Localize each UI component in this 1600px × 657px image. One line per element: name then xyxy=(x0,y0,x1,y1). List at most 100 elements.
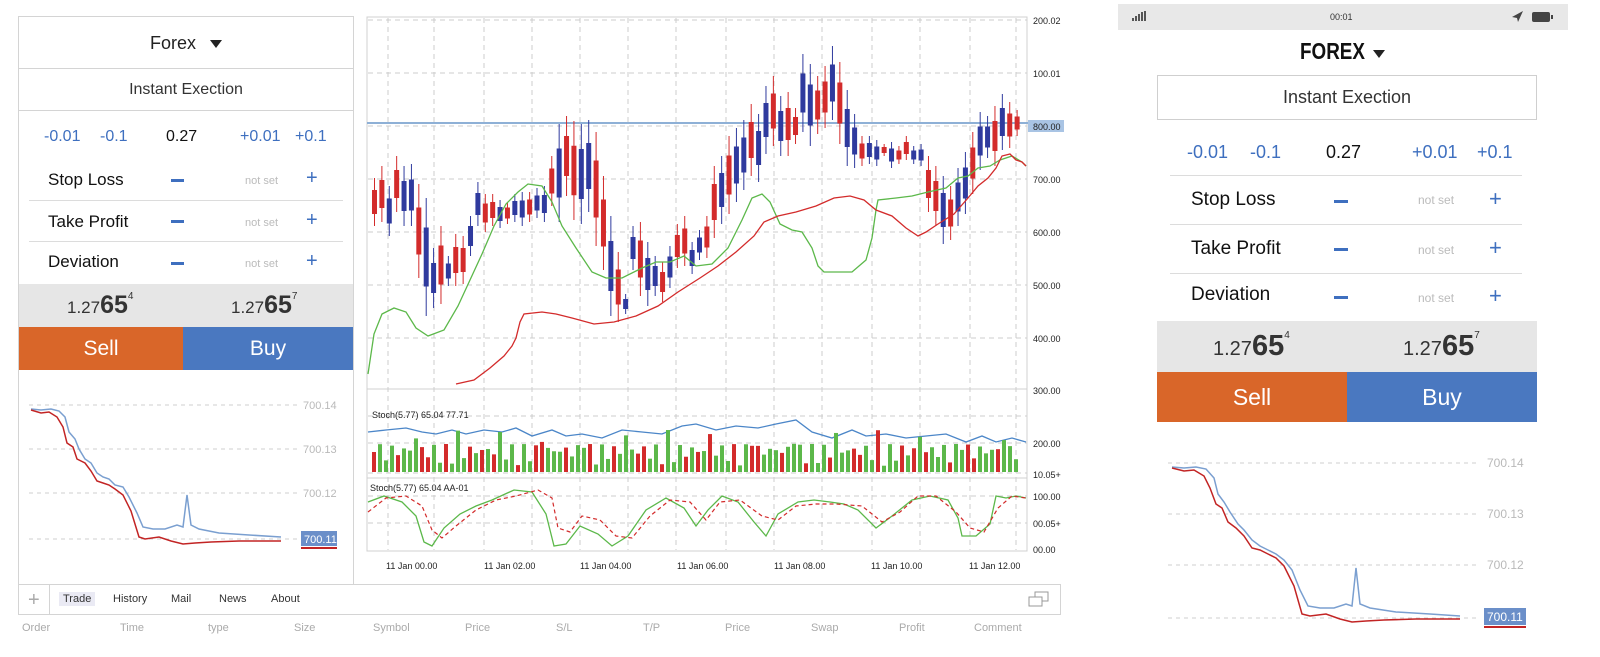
candle-body xyxy=(541,195,547,213)
column-header[interactable]: Order xyxy=(22,622,51,634)
volume-bar xyxy=(600,444,604,472)
phone-deviation-value[interactable]: not set xyxy=(1418,291,1455,305)
phone-mini-tick-label: 700.14 xyxy=(1487,456,1524,470)
column-header[interactable]: Swap xyxy=(811,622,839,634)
volume-bar xyxy=(648,458,652,472)
take-profit-minus-icon[interactable] xyxy=(171,220,184,223)
tab-history[interactable]: History xyxy=(113,593,148,605)
volume-bar xyxy=(702,451,706,472)
phone-deviation-label: Deviation xyxy=(1191,284,1271,305)
signal-icon xyxy=(1132,11,1146,21)
phone-volume-minus-01-button[interactable]: -0.1 xyxy=(1250,142,1282,162)
phone-stop-loss-plus-icon[interactable]: + xyxy=(1489,186,1502,211)
candles xyxy=(372,46,1020,322)
execution-type[interactable]: Instant Exection xyxy=(19,69,353,111)
volume-bar xyxy=(828,457,832,472)
stoch2-tick-label: 100.00 xyxy=(1033,492,1061,502)
toolbar-divider xyxy=(49,585,50,614)
tab-trade[interactable]: Trade xyxy=(59,592,96,606)
column-header[interactable]: Price xyxy=(465,622,491,634)
deviation-value[interactable]: not set xyxy=(245,258,279,270)
window-restore-icon[interactable] xyxy=(1027,591,1051,609)
phone-sell-button[interactable]: Sell xyxy=(1157,372,1347,422)
phone-volume-value[interactable]: 0.27 xyxy=(1326,142,1362,162)
phone-take-profit-minus-icon[interactable] xyxy=(1334,248,1348,251)
column-header[interactable]: Time xyxy=(120,622,145,634)
candlestick-chart[interactable]: 200.02 100.01 800.00 700.00 600.00 500.00 400.… xyxy=(366,16,1066,576)
phone-volume-plus-01-button[interactable]: +0.1 xyxy=(1477,142,1513,162)
volume-bar xyxy=(840,452,844,472)
column-header[interactable]: Price xyxy=(725,622,751,634)
volume-bar xyxy=(432,444,436,472)
phone-take-profit-plus-icon[interactable]: + xyxy=(1489,235,1502,260)
column-header[interactable]: T/P xyxy=(643,622,661,634)
column-header[interactable]: Profit xyxy=(899,622,925,634)
candle-body xyxy=(460,248,466,272)
price-band: 1.27654 1.27657 xyxy=(19,284,353,327)
price-tick-label: 200.02 xyxy=(1033,16,1061,26)
volume-bar xyxy=(642,446,646,472)
phone-symbol-label[interactable]: FOREX xyxy=(1300,38,1365,64)
volume-bar xyxy=(444,444,448,472)
symbol-selector[interactable]: Forex xyxy=(19,17,353,69)
candle-body xyxy=(667,256,673,278)
volume-bar xyxy=(900,445,904,472)
phone-deviation-plus-icon[interactable]: + xyxy=(1489,283,1502,308)
phone-take-profit-label: Take Profit xyxy=(1191,238,1281,259)
tab-mail[interactable]: Mail xyxy=(171,593,192,605)
candle-body xyxy=(475,193,481,215)
volume-bar xyxy=(468,446,472,472)
price-tick-label: 100.01 xyxy=(1033,69,1061,79)
mini-tick-label: 700.12 xyxy=(303,488,337,500)
stop-loss-minus-icon[interactable] xyxy=(171,179,184,182)
candle-body xyxy=(564,136,570,176)
phone-volume-plus-001-button[interactable]: +0.01 xyxy=(1412,142,1458,162)
tab-news[interactable]: News xyxy=(219,593,247,605)
volume-minus-01-button[interactable]: -0.1 xyxy=(100,128,128,145)
take-profit-value[interactable]: not set xyxy=(245,217,279,229)
phone-stop-loss-minus-icon[interactable] xyxy=(1334,200,1348,203)
volume-minus-001-button[interactable]: -0.01 xyxy=(44,128,81,145)
mini-bid-line xyxy=(30,409,281,545)
column-header[interactable]: Comment xyxy=(974,622,1022,634)
candle-body xyxy=(578,149,584,199)
phone-chevron-down-icon[interactable] xyxy=(1373,50,1385,58)
phone-volume-minus-001-button[interactable]: -0.01 xyxy=(1187,142,1229,162)
deviation-plus-icon[interactable]: + xyxy=(306,250,318,272)
volume-plus-001-button[interactable]: +0.01 xyxy=(240,128,281,145)
volume-bar xyxy=(576,445,580,472)
sell-button[interactable]: Sell xyxy=(19,327,183,370)
column-header[interactable]: Size xyxy=(294,622,316,634)
volume-bar xyxy=(660,464,664,472)
take-profit-plus-icon[interactable]: + xyxy=(306,209,318,231)
phone-take-profit-value[interactable]: not set xyxy=(1418,243,1455,257)
volume-plus-01-button[interactable]: +0.1 xyxy=(295,128,327,145)
volume-bar xyxy=(846,450,850,472)
candle-body xyxy=(630,237,636,259)
buy-button[interactable]: Buy xyxy=(183,327,353,370)
candle-body xyxy=(992,121,998,151)
tab-about[interactable]: About xyxy=(271,593,300,605)
column-header[interactable]: Symbol xyxy=(373,622,410,634)
phone-execution-type[interactable]: Instant Exection xyxy=(1157,75,1537,120)
candle-body xyxy=(985,126,991,148)
volume-bar xyxy=(834,432,838,472)
column-header[interactable]: S/L xyxy=(556,622,573,634)
take-profit-row: Take Profit not set + xyxy=(29,202,343,242)
deviation-minus-icon[interactable] xyxy=(171,262,184,265)
stoch2-tick-label: 00.05+ xyxy=(1033,519,1061,529)
add-tab-button[interactable]: + xyxy=(28,589,40,611)
volume-value[interactable]: 0.27 xyxy=(166,128,198,145)
phone-deviation-minus-icon[interactable] xyxy=(1334,296,1348,299)
volume-bar xyxy=(480,449,484,472)
phone-stop-loss-value[interactable]: not set xyxy=(1418,193,1455,207)
price-tick-label: 700.00 xyxy=(1033,175,1061,185)
candle-body xyxy=(401,181,407,211)
price-axis: 200.02 100.01 800.00 700.00 600.00 500.00 400.… xyxy=(1033,16,1061,555)
stop-loss-plus-icon[interactable]: + xyxy=(306,167,318,189)
volume-bar xyxy=(864,445,868,472)
stop-loss-value[interactable]: not set xyxy=(245,175,279,187)
volume-bar xyxy=(786,446,790,472)
phone-buy-button[interactable]: Buy xyxy=(1347,372,1537,422)
column-header[interactable]: type xyxy=(208,622,229,634)
